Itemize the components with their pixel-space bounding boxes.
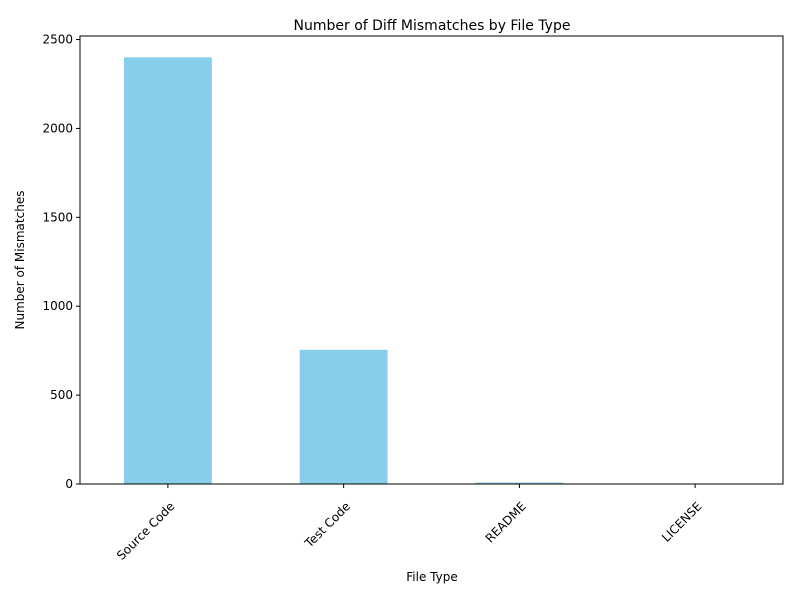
x-tick-label: Source Code xyxy=(114,499,177,562)
y-tick-label: 1000 xyxy=(42,299,73,313)
y-tick-label: 500 xyxy=(50,388,73,402)
x-tick-label: Test Code xyxy=(301,499,353,551)
x-axis: Source Code Test Code README LICENSE xyxy=(114,484,705,563)
y-axis: 0 500 1000 1500 2000 2500 xyxy=(42,33,80,491)
y-tick-label: 2000 xyxy=(42,121,73,135)
x-axis-label: File Type xyxy=(406,570,457,584)
y-tick-label: 1500 xyxy=(42,210,73,224)
bars-layer xyxy=(124,57,739,484)
y-axis-label: Number of Mismatches xyxy=(13,191,27,330)
y-tick-label: 0 xyxy=(65,477,73,491)
chart-title: Number of Diff Mismatches by File Type xyxy=(294,18,571,34)
bar-test-code xyxy=(300,350,388,484)
x-tick-label: README xyxy=(483,499,529,545)
y-tick-label: 2500 xyxy=(42,33,73,47)
x-tick-label: LICENSE xyxy=(659,499,705,545)
bar-source-code xyxy=(124,57,212,484)
